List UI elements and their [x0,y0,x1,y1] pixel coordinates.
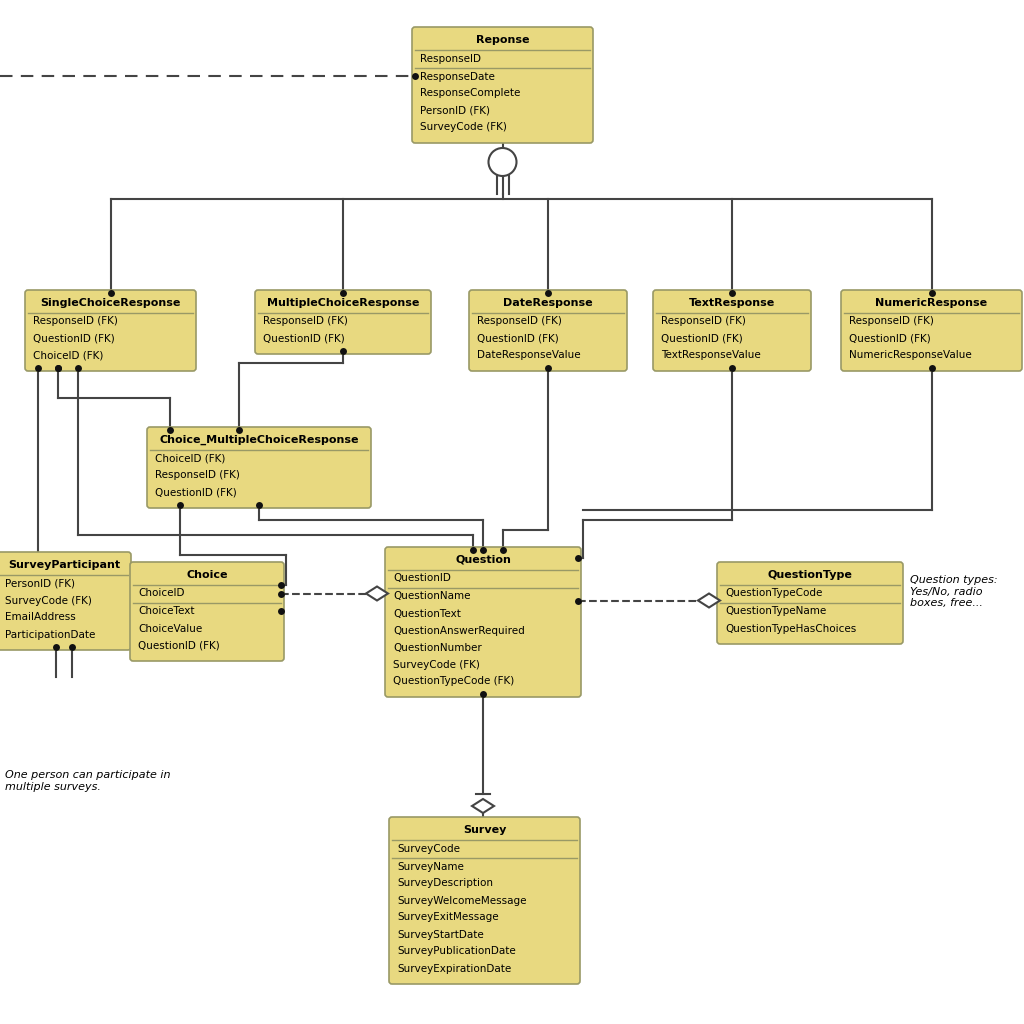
Text: PersonID (FK): PersonID (FK) [5,579,75,589]
FancyBboxPatch shape [389,817,580,984]
Text: ParticipationDate: ParticipationDate [5,630,95,640]
Text: ResponseID (FK): ResponseID (FK) [662,316,745,327]
Text: ResponseID (FK): ResponseID (FK) [155,470,240,480]
Text: DateResponseValue: DateResponseValue [477,350,581,360]
Polygon shape [698,594,720,607]
Text: ResponseComplete: ResponseComplete [420,88,520,98]
Text: QuestionID: QuestionID [393,573,451,584]
Text: PersonID (FK): PersonID (FK) [420,105,490,116]
FancyBboxPatch shape [147,427,371,508]
FancyBboxPatch shape [653,290,811,371]
Circle shape [488,148,516,176]
Text: QuestionID (FK): QuestionID (FK) [477,334,559,343]
Text: QuestionText: QuestionText [393,608,461,618]
Text: QuestionTypeCode: QuestionTypeCode [725,589,822,598]
FancyBboxPatch shape [25,290,196,371]
Text: NumericResponseValue: NumericResponseValue [849,350,972,360]
Text: SurveyCode (FK): SurveyCode (FK) [420,123,507,132]
Text: SurveyCode: SurveyCode [397,844,460,853]
Text: QuestionTypeCode (FK): QuestionTypeCode (FK) [393,677,514,686]
Text: ResponseID (FK): ResponseID (FK) [33,316,118,327]
Text: SurveyCode (FK): SurveyCode (FK) [5,596,92,605]
Text: One person can participate in
multiple surveys.: One person can participate in multiple s… [5,770,171,792]
FancyBboxPatch shape [717,562,903,644]
FancyBboxPatch shape [841,290,1022,371]
Text: ResponseID: ResponseID [420,53,481,63]
Text: SurveyPublicationDate: SurveyPublicationDate [397,946,516,956]
Text: SurveyParticipant: SurveyParticipant [8,560,120,570]
Text: QuestionID (FK): QuestionID (FK) [662,334,742,343]
Text: QuestionType: QuestionType [768,570,852,580]
Text: QuestionID (FK): QuestionID (FK) [138,640,220,650]
FancyBboxPatch shape [255,290,431,354]
Text: SurveyCode (FK): SurveyCode (FK) [393,659,480,670]
Text: QuestionID (FK): QuestionID (FK) [849,334,931,343]
Text: QuestionNumber: QuestionNumber [393,642,481,652]
Text: Survey: Survey [463,825,506,835]
Text: SingleChoiceResponse: SingleChoiceResponse [40,298,180,308]
Text: SurveyStartDate: SurveyStartDate [397,930,483,939]
Text: Reponse: Reponse [476,35,529,45]
FancyBboxPatch shape [130,562,284,662]
FancyBboxPatch shape [412,27,593,143]
Text: QuestionID (FK): QuestionID (FK) [263,334,345,343]
Polygon shape [366,587,388,600]
Text: ChoiceID (FK): ChoiceID (FK) [33,350,103,360]
Text: SurveyDescription: SurveyDescription [397,879,493,889]
Text: SurveyExitMessage: SurveyExitMessage [397,912,499,923]
Text: ResponseID (FK): ResponseID (FK) [263,316,348,327]
Text: Choice_MultipleChoiceResponse: Choice_MultipleChoiceResponse [160,435,358,445]
Text: Choice: Choice [186,570,227,580]
Text: Question types:
Yes/No, radio
boxes, free...: Question types: Yes/No, radio boxes, fre… [910,575,997,608]
FancyBboxPatch shape [385,547,581,697]
Text: EmailAddress: EmailAddress [5,612,76,623]
Text: SurveyWelcomeMessage: SurveyWelcomeMessage [397,896,526,905]
Text: QuestionName: QuestionName [393,592,470,601]
Polygon shape [472,799,494,813]
Text: ChoiceText: ChoiceText [138,606,195,616]
Text: QuestionID (FK): QuestionID (FK) [33,334,115,343]
Text: SurveyName: SurveyName [397,861,464,871]
Text: MultipleChoiceResponse: MultipleChoiceResponse [267,298,419,308]
Text: ResponseDate: ResponseDate [420,72,495,82]
Text: QuestionTypeHasChoices: QuestionTypeHasChoices [725,624,856,634]
FancyBboxPatch shape [0,552,131,650]
Text: ChoiceValue: ChoiceValue [138,624,203,634]
Text: SurveyExpirationDate: SurveyExpirationDate [397,964,511,974]
Text: QuestionTypeName: QuestionTypeName [725,606,826,616]
Text: ChoiceID (FK): ChoiceID (FK) [155,454,225,464]
Text: ChoiceID: ChoiceID [138,589,184,598]
Text: DateResponse: DateResponse [503,298,593,308]
Text: TextResponseValue: TextResponseValue [662,350,761,360]
Text: QuestionID (FK): QuestionID (FK) [155,487,237,498]
Text: TextResponse: TextResponse [689,298,775,308]
Text: NumericResponse: NumericResponse [876,298,987,308]
Text: ResponseID (FK): ResponseID (FK) [849,316,934,327]
Text: Question: Question [455,555,511,565]
Text: ResponseID (FK): ResponseID (FK) [477,316,562,327]
FancyBboxPatch shape [469,290,627,371]
Text: QuestionAnswerRequired: QuestionAnswerRequired [393,626,524,636]
